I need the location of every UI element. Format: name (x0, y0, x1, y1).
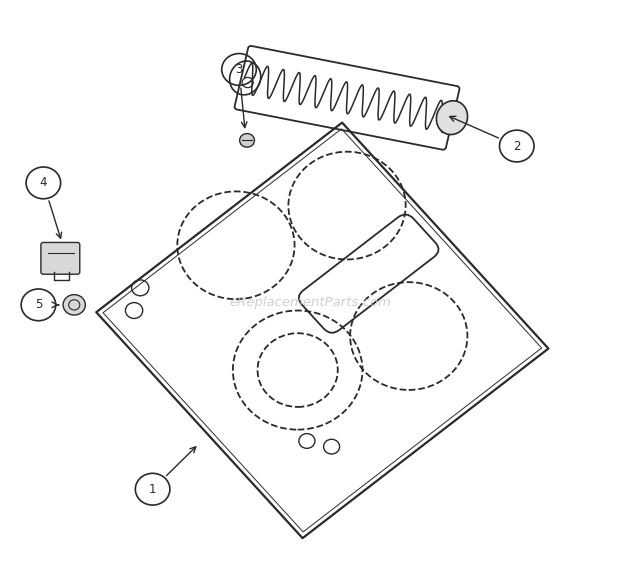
Text: 4: 4 (40, 176, 47, 189)
Text: 3: 3 (236, 63, 242, 76)
Text: 1: 1 (149, 483, 156, 496)
Text: 2: 2 (513, 140, 521, 153)
Circle shape (63, 295, 86, 315)
Circle shape (240, 133, 254, 147)
FancyBboxPatch shape (41, 242, 80, 274)
Ellipse shape (436, 101, 467, 135)
Text: eReplacementParts.com: eReplacementParts.com (229, 295, 391, 308)
Text: 5: 5 (35, 298, 42, 311)
